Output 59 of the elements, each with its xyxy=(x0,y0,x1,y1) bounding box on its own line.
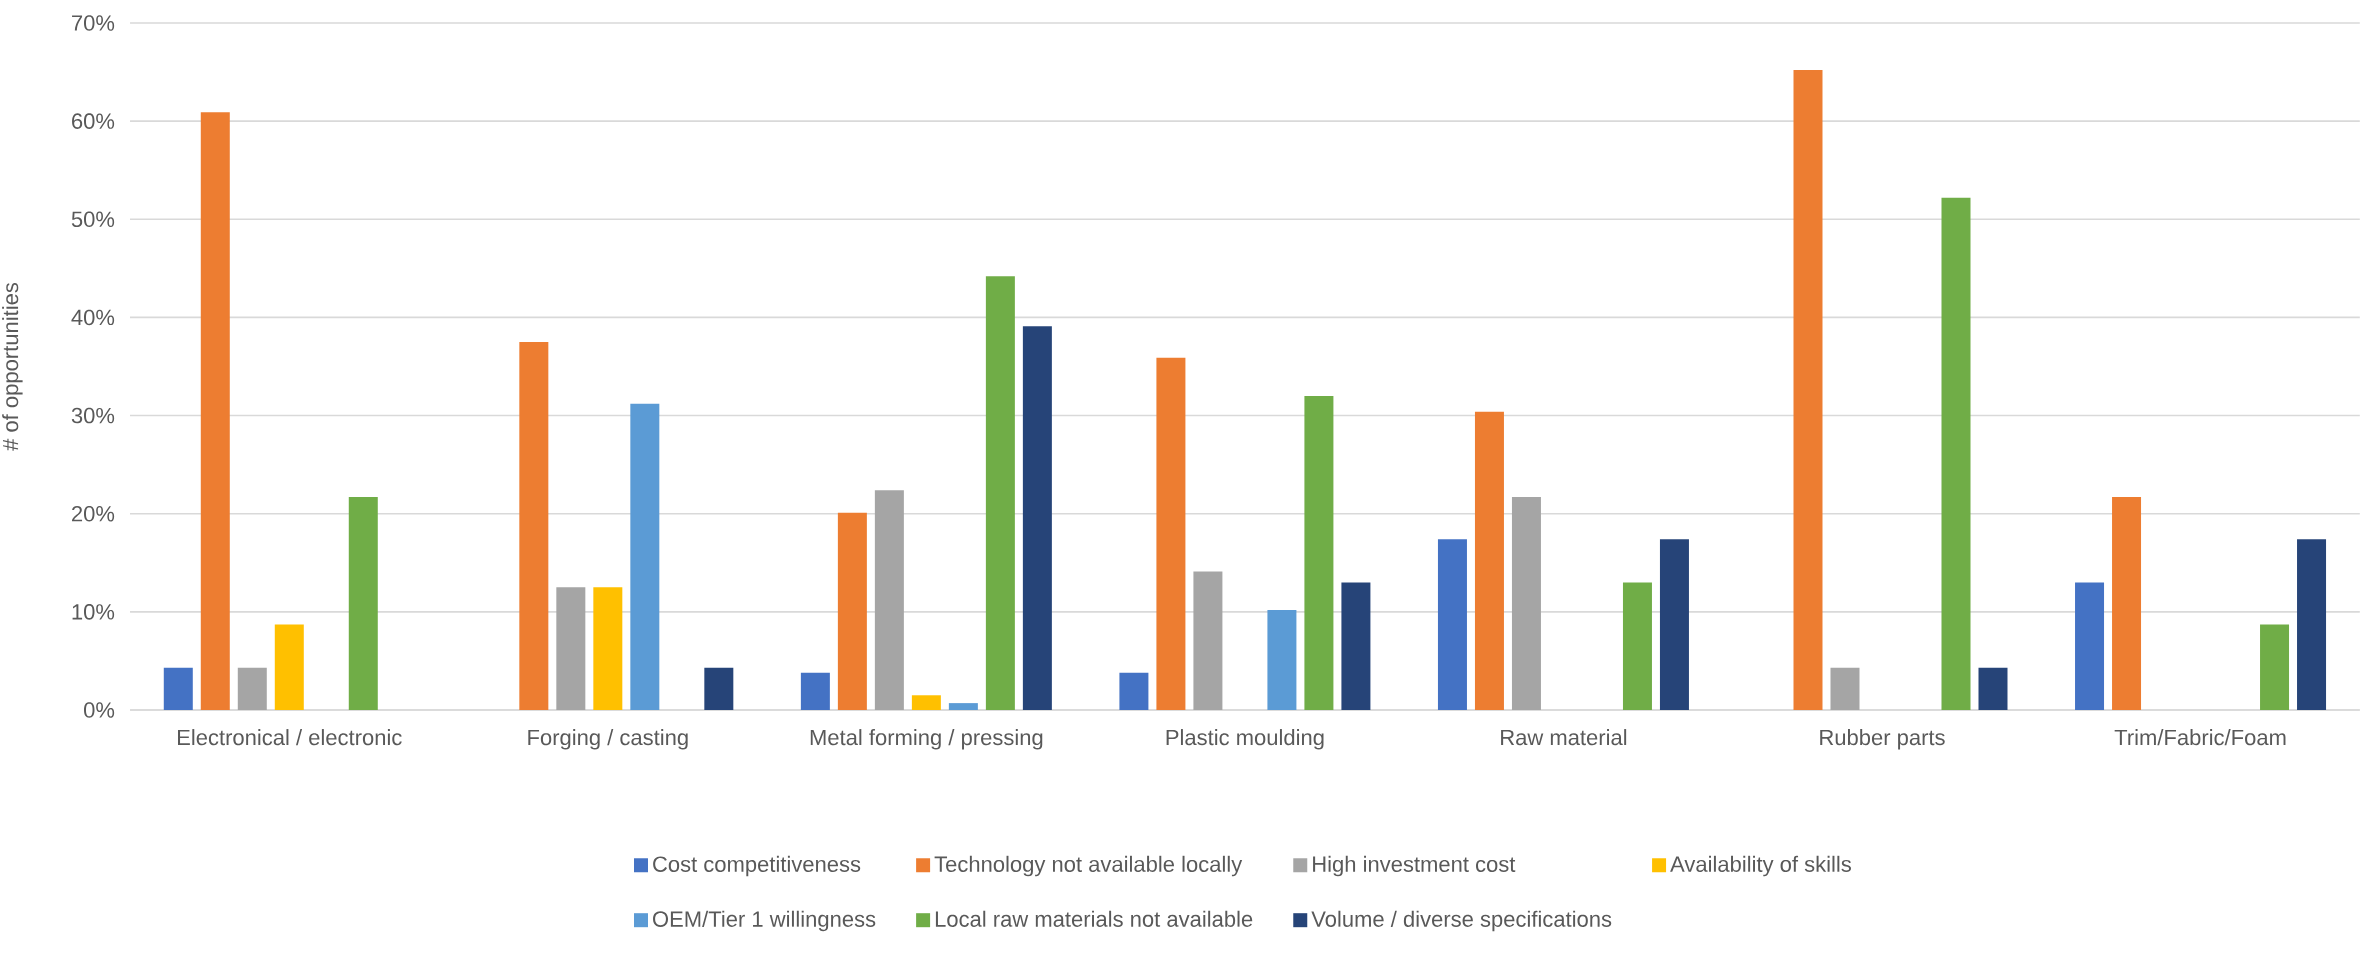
y-tick-label: 0% xyxy=(84,702,115,718)
bar xyxy=(274,624,304,710)
bar xyxy=(2297,539,2327,710)
bar xyxy=(593,587,623,710)
bar xyxy=(1437,539,1467,710)
bar xyxy=(837,512,867,710)
y-tick-label: 30% xyxy=(71,407,115,424)
bar xyxy=(630,403,660,710)
bar xyxy=(1622,582,1652,710)
x-tick-label: Plastic moulding xyxy=(1166,729,1324,750)
legend-label: Availability of skills xyxy=(1670,855,1851,877)
x-tick-label: Electronical / electronic xyxy=(178,729,402,746)
legend-label: Technology not available locally xyxy=(934,855,1243,877)
bar xyxy=(1511,497,1541,710)
bar xyxy=(800,672,830,710)
bar xyxy=(1830,667,1860,710)
bar xyxy=(1659,539,1689,710)
bar xyxy=(2075,582,2105,710)
bar xyxy=(948,703,978,710)
y-tick-label: 70% xyxy=(72,15,115,31)
y-tick-label: 40% xyxy=(71,309,115,326)
bar xyxy=(874,490,904,710)
bar xyxy=(1267,609,1297,710)
x-tick-label: Forging / casting xyxy=(528,729,688,750)
bar xyxy=(348,497,378,710)
bar xyxy=(2260,624,2290,710)
bar xyxy=(704,667,734,710)
bar xyxy=(1119,672,1149,710)
bar xyxy=(163,667,193,710)
bar xyxy=(2112,497,2142,710)
y-tick-label: 20% xyxy=(72,505,115,522)
bar xyxy=(1978,667,2008,710)
bar xyxy=(200,112,230,710)
bar xyxy=(1341,582,1371,710)
bar xyxy=(237,667,267,710)
y-tick-label: 10% xyxy=(72,604,115,620)
bar xyxy=(1156,357,1186,710)
bar xyxy=(1941,197,1971,710)
bar xyxy=(519,341,549,710)
legend-label: Volume / diverse specifications xyxy=(1311,910,1612,932)
legend-label: Local raw materials not available xyxy=(935,910,1253,927)
x-tick-label: Metal forming / pressing xyxy=(810,729,1043,750)
legend-label: High investment cost xyxy=(1313,855,1516,877)
y-tick-label: 50% xyxy=(71,211,115,228)
bar xyxy=(985,276,1015,710)
bar xyxy=(1193,571,1223,710)
bar xyxy=(556,587,586,710)
x-tick-label: Trim/Fabric/Foam xyxy=(2114,729,2286,746)
y-axis-title: # of opportunities xyxy=(2,282,23,451)
bar xyxy=(1022,326,1052,710)
bar xyxy=(1474,411,1504,710)
x-tick-label: Rubber parts xyxy=(1820,729,1945,750)
legend-label: OEM/Tier 1 willingness xyxy=(653,910,876,932)
y-tick-label: 60% xyxy=(72,113,115,129)
x-tick-label: Raw material xyxy=(1501,729,1627,746)
bar xyxy=(911,695,941,710)
bar xyxy=(1304,395,1334,710)
legend-label: Cost competitiveness xyxy=(653,855,861,877)
bar xyxy=(1793,70,1823,710)
